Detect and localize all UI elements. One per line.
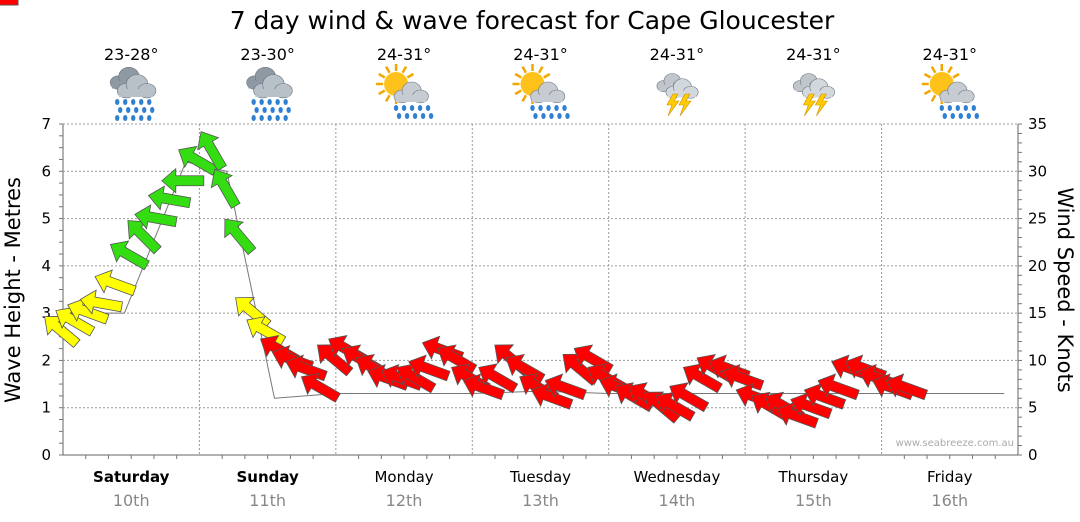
thunderstorm-icon (793, 73, 835, 117)
day-date: 15th (795, 491, 832, 510)
chart-title: 7 day wind & wave forecast for Cape Glou… (230, 6, 835, 35)
day-date: 11th (249, 491, 286, 510)
sun-cloud-rain-icon (512, 64, 570, 119)
temperature-range: 24-31° (923, 45, 978, 64)
wind-arrow (79, 289, 123, 315)
day-date: 13th (522, 491, 559, 510)
sun-cloud-rain-icon (921, 64, 979, 119)
day-name: Sunday (236, 468, 299, 486)
lightning-bolt (666, 93, 680, 117)
thunderstorm-icon (656, 73, 699, 117)
left-tick-label: 7 (41, 115, 51, 133)
wind-arrow (224, 218, 257, 256)
left-axis-ticks: 0 1 2 3 4 5 6 7 (41, 115, 51, 464)
left-tick-label: 3 (41, 304, 51, 322)
day-date: 10th (113, 491, 150, 510)
right-tick-label: 30 (1028, 162, 1047, 180)
right-tick-label: 15 (1028, 304, 1047, 322)
cloud-shape (253, 74, 293, 99)
left-tick-label: 1 (41, 399, 51, 417)
cloud-shape (939, 81, 975, 104)
wind-arrow (0, 0, 19, 6)
wind-arrow (134, 204, 178, 230)
right-axis-title: Wind Speed - Knots (1053, 187, 1077, 392)
heavy-rain-icon (246, 66, 293, 121)
day-name: Wednesday (634, 468, 721, 486)
right-tick-label: 10 (1028, 351, 1047, 369)
left-tick-label: 6 (41, 162, 51, 180)
right-tick-label: 20 (1028, 257, 1047, 275)
wind-arrow (147, 185, 192, 211)
temperature-range: 23-30° (240, 45, 295, 64)
left-tick-label: 0 (41, 446, 51, 464)
weather-icon-row (109, 64, 979, 121)
wind-arrow (817, 373, 860, 401)
temperature-range: 24-31° (377, 45, 432, 64)
wind-arrows (0, 0, 928, 429)
day-name: Monday (374, 468, 433, 486)
cloud-shape (393, 81, 429, 104)
day-date: 12th (386, 491, 423, 510)
wind-arrow (197, 131, 227, 172)
cloud-shape (665, 78, 699, 99)
left-tick-label: 2 (41, 351, 51, 369)
right-axis-ticks: 0 5 10 15 20 25 30 35 (1028, 115, 1047, 464)
right-tick-label: 25 (1028, 210, 1047, 228)
raindrops (251, 99, 291, 121)
day-name: Tuesday (509, 468, 571, 486)
sun-cloud-rain-icon (376, 64, 434, 119)
left-axis-title: Wave Height - Metres (1, 177, 25, 403)
temperature-range: 24-31° (513, 45, 568, 64)
day-name: Friday (927, 468, 973, 486)
right-tick-label: 0 (1028, 446, 1038, 464)
day-date: 14th (659, 491, 696, 510)
day-name: Thursday (777, 468, 848, 486)
temperature-row: 23-28° 23-30° 24-31° 24-31° 24-31° 24-31° 24-3… (104, 45, 977, 64)
lightning-bolt (678, 93, 692, 117)
wind-arrow (161, 167, 205, 194)
day-date: 16th (931, 491, 968, 510)
raindrops (530, 105, 570, 119)
lightning-bolt (802, 93, 816, 117)
wind-arrow (544, 373, 587, 401)
left-tick-label: 4 (41, 257, 51, 275)
lightning-bolt (814, 93, 828, 117)
day-labels: Saturday 10th Sunday 11th Monday 12th Tuesday 1… (93, 468, 973, 510)
wind-arrow (109, 240, 150, 271)
left-tick-label: 5 (41, 210, 51, 228)
right-tick-label: 35 (1028, 115, 1047, 133)
wind-arrow (478, 363, 519, 394)
wind-arrow (94, 269, 137, 297)
heavy-rain-icon (109, 66, 157, 121)
watermark: www.seabreeze.com.au (896, 438, 1014, 449)
raindrops (115, 99, 155, 121)
wind-arrow (669, 382, 710, 413)
grid (59, 123, 1022, 459)
temperature-range: 24-31° (786, 45, 841, 64)
wind-arrow (885, 373, 928, 401)
right-tick-label: 5 (1028, 399, 1038, 417)
cloud-shape (530, 81, 566, 104)
temperature-range: 24-31° (650, 45, 705, 64)
cloud-shape (116, 74, 157, 99)
raindrops (939, 105, 979, 119)
day-name: Saturday (93, 468, 170, 486)
wind-arrow (462, 373, 506, 401)
temperature-range: 23-28° (104, 45, 159, 64)
raindrops (393, 105, 434, 119)
wind-arrow (300, 372, 341, 403)
wind-arrow (408, 354, 451, 382)
wind-arrow (210, 168, 241, 209)
